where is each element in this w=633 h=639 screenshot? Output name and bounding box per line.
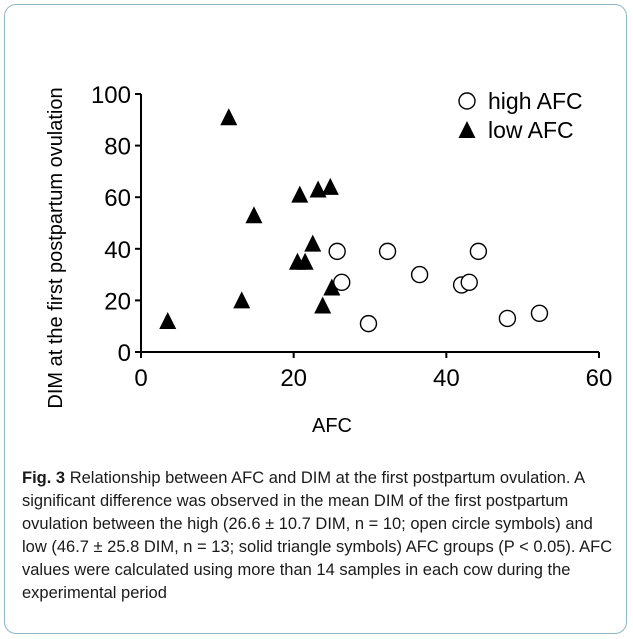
point-low-afc	[159, 312, 177, 330]
data-points	[159, 108, 549, 333]
legend-label: high AFC	[488, 88, 583, 114]
point-low-afc	[323, 278, 341, 296]
figure-frame	[4, 4, 627, 634]
y-tick-label: 20	[104, 288, 131, 315]
y-tick-label: 40	[104, 237, 131, 264]
point-high-afc	[469, 242, 488, 261]
figure-caption: Fig. 3 Relationship between AFC and DIM …	[22, 467, 617, 605]
x-tick-label: 40	[433, 365, 460, 392]
point-low-afc	[220, 108, 238, 126]
legend-marker-high-afc	[458, 92, 476, 110]
y-tick-label: 80	[104, 134, 131, 161]
x-tick-label: 0	[134, 365, 147, 392]
point-low-afc	[233, 291, 251, 309]
point-high-afc	[410, 265, 429, 284]
x-tick-label: 60	[586, 365, 613, 392]
y-tick-label: 100	[91, 82, 131, 109]
figure-label: Fig. 3	[22, 469, 66, 487]
scatter-chart: 0 20 40 60 80 100 0 20 40 60 high AFC low AFC DIM …	[45, 82, 612, 437]
y-tick-label: 60	[104, 185, 131, 212]
legend-marker-low-afc	[458, 121, 476, 138]
point-high-afc	[359, 314, 378, 333]
legend-label: low AFC	[488, 117, 574, 143]
caption-text: Relationship between AFC and DIM at the …	[22, 469, 613, 602]
point-high-afc	[328, 242, 346, 261]
y-axis-label: DIM at the first postpartum ovulation	[45, 87, 67, 408]
point-high-afc	[530, 304, 549, 322]
y-tick-label: 0	[118, 340, 131, 367]
legend: high AFC low AFC	[458, 88, 583, 143]
x-tick-label: 20	[280, 365, 307, 392]
axes: 0 20 40 60 80 100 0 20 40 60	[91, 82, 612, 392]
point-low-afc	[245, 206, 263, 224]
point-low-afc	[296, 252, 314, 270]
point-low-afc	[309, 180, 327, 198]
x-axis-label: AFC	[312, 415, 352, 437]
point-high-afc	[460, 273, 478, 292]
point-high-afc	[498, 309, 517, 328]
point-high-afc	[378, 242, 397, 261]
point-high-afc	[333, 273, 351, 292]
point-low-afc	[304, 234, 322, 252]
point-low-afc	[314, 296, 332, 314]
point-low-afc	[291, 185, 309, 203]
point-low-afc	[321, 177, 339, 195]
